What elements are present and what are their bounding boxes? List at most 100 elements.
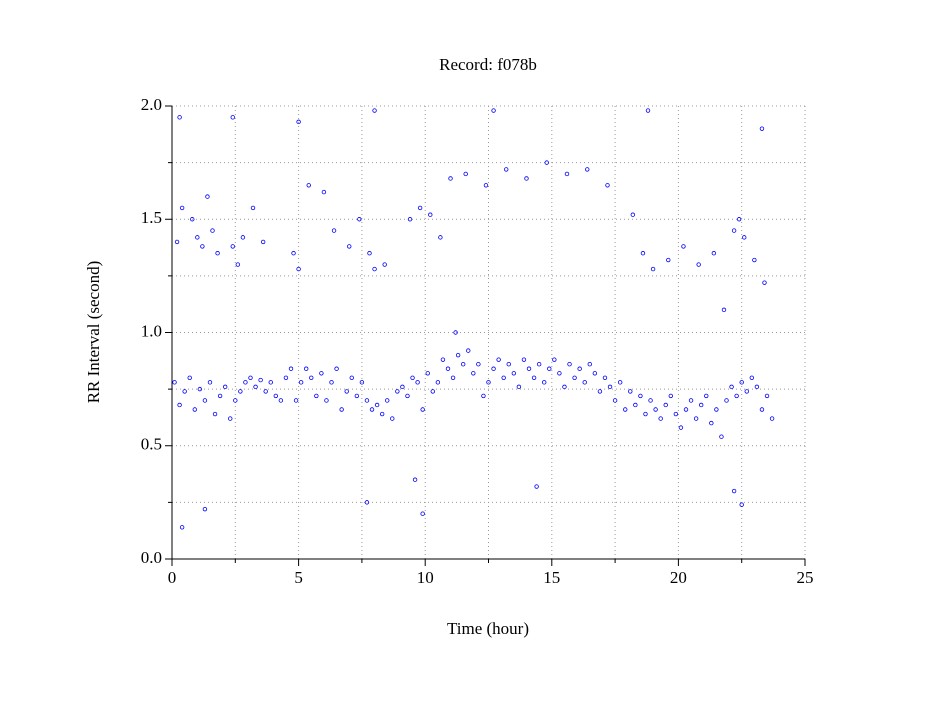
point bbox=[658, 416, 663, 421]
point bbox=[476, 362, 481, 367]
point bbox=[334, 366, 339, 371]
point bbox=[425, 371, 430, 376]
point bbox=[192, 407, 197, 412]
point bbox=[235, 262, 241, 267]
point bbox=[696, 262, 701, 267]
point bbox=[628, 389, 633, 394]
point bbox=[438, 235, 443, 240]
point bbox=[511, 371, 517, 376]
point bbox=[547, 366, 552, 371]
point bbox=[228, 416, 233, 421]
point bbox=[385, 398, 390, 403]
point bbox=[521, 357, 527, 362]
point bbox=[536, 362, 542, 367]
point bbox=[359, 380, 365, 385]
point bbox=[268, 380, 273, 385]
point bbox=[463, 171, 468, 177]
point bbox=[238, 389, 243, 394]
point bbox=[759, 407, 765, 412]
point bbox=[415, 380, 420, 385]
point bbox=[587, 362, 592, 367]
point bbox=[719, 434, 724, 439]
point bbox=[693, 416, 699, 421]
point bbox=[769, 416, 775, 421]
point bbox=[187, 375, 192, 380]
point bbox=[681, 244, 686, 249]
point bbox=[230, 115, 235, 120]
point bbox=[382, 262, 387, 267]
point bbox=[210, 228, 215, 233]
point bbox=[298, 380, 304, 385]
point bbox=[731, 228, 737, 233]
point bbox=[364, 500, 370, 505]
point bbox=[496, 357, 501, 362]
y-axis-label: RR Interval (second) bbox=[84, 261, 103, 404]
point bbox=[698, 402, 704, 408]
point bbox=[678, 425, 684, 430]
point bbox=[240, 235, 246, 240]
point bbox=[445, 366, 451, 371]
point bbox=[243, 380, 248, 385]
point bbox=[248, 375, 253, 380]
point bbox=[564, 171, 570, 177]
point bbox=[212, 411, 218, 417]
y-tick-label: 0.5 bbox=[141, 435, 162, 454]
point bbox=[303, 366, 309, 371]
point bbox=[744, 389, 749, 394]
point bbox=[736, 217, 742, 222]
point bbox=[347, 244, 352, 249]
point bbox=[714, 407, 719, 412]
point bbox=[321, 189, 327, 195]
point bbox=[195, 235, 200, 240]
point bbox=[663, 402, 668, 408]
point bbox=[483, 183, 489, 188]
point bbox=[205, 194, 210, 199]
point bbox=[309, 375, 314, 380]
point bbox=[420, 407, 425, 412]
point bbox=[222, 384, 228, 390]
x-axis-label: Time (hour) bbox=[447, 619, 529, 638]
point bbox=[673, 411, 679, 417]
point bbox=[258, 377, 263, 383]
point bbox=[357, 217, 362, 222]
point bbox=[688, 398, 694, 403]
point bbox=[263, 389, 268, 394]
point bbox=[172, 380, 177, 385]
point bbox=[369, 407, 375, 412]
point bbox=[202, 398, 208, 403]
point bbox=[597, 389, 603, 394]
point bbox=[364, 398, 370, 403]
point bbox=[202, 506, 208, 512]
point bbox=[230, 244, 235, 249]
point bbox=[645, 108, 651, 113]
point bbox=[602, 375, 608, 380]
point bbox=[742, 235, 747, 240]
point bbox=[577, 366, 582, 371]
point bbox=[534, 484, 539, 489]
point bbox=[455, 352, 461, 358]
point bbox=[501, 375, 506, 380]
point bbox=[731, 488, 737, 494]
point bbox=[638, 393, 643, 399]
point bbox=[288, 366, 294, 371]
point bbox=[314, 393, 319, 399]
point bbox=[531, 375, 537, 380]
y-tick-label: 1.0 bbox=[141, 321, 162, 340]
point bbox=[344, 389, 349, 394]
point bbox=[260, 239, 266, 245]
point bbox=[182, 389, 187, 394]
point bbox=[179, 525, 185, 530]
point bbox=[683, 407, 689, 412]
point bbox=[430, 389, 435, 394]
y-tick-label: 0.0 bbox=[141, 548, 162, 567]
point bbox=[395, 389, 400, 394]
point bbox=[293, 398, 299, 403]
point bbox=[410, 375, 415, 380]
point bbox=[306, 183, 311, 188]
point bbox=[552, 357, 557, 362]
point bbox=[486, 380, 491, 385]
point bbox=[759, 126, 765, 131]
point bbox=[233, 398, 238, 403]
